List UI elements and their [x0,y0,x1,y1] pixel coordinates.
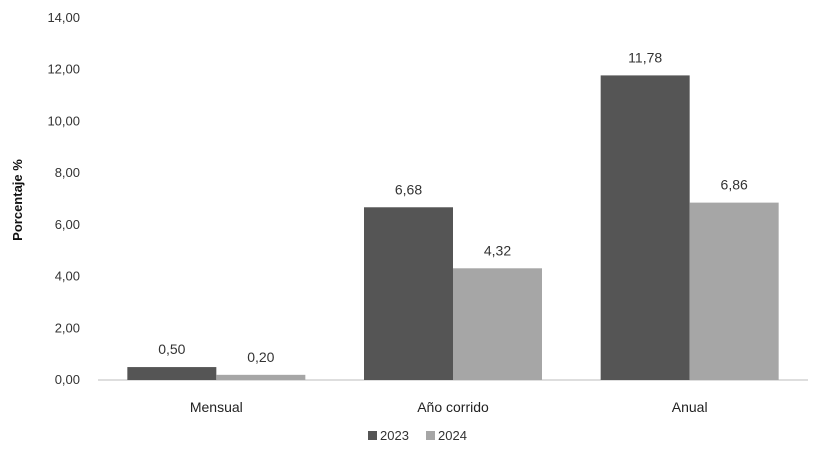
legend-label-2023: 2023 [380,428,409,443]
y-tick-label: 8,00 [55,165,80,180]
y-axis-title: Porcentaje % [10,159,25,241]
y-axis-ticks: 0,00 2,00 4,00 6,00 8,00 10,00 12,00 14,00 [47,10,80,387]
bar-2023-2 [600,75,690,380]
bar-2023-1 [364,207,453,380]
legend-swatch-2024 [426,431,435,440]
bars [127,75,779,380]
y-tick-label: 14,00 [47,10,80,25]
y-tick-label: 6,00 [55,217,80,232]
data-label-2023-1: 6,68 [395,181,422,197]
y-tick-label: 12,00 [47,62,80,77]
data-label-2024-0: 0,20 [247,349,274,365]
y-tick-label: 10,00 [47,113,80,128]
data-label-2024-2: 6,86 [721,177,748,193]
data-label-2023-2: 11,78 [628,49,662,65]
legend-swatch-2023 [368,431,377,440]
legend: 2023 2024 [368,428,467,443]
y-tick-label: 4,00 [55,269,80,284]
data-label-2024-1: 4,32 [484,242,511,258]
category-label: Anual [672,399,708,415]
bar-2023-0 [127,367,217,380]
category-label: Mensual [190,399,243,415]
bar-2024-2 [689,202,779,380]
y-tick-label: 2,00 [55,320,80,335]
bar-2024-0 [216,374,306,380]
y-tick-label: 0,00 [55,372,80,387]
data-labels: 0,50 0,20 6,68 4,32 11,78 6,86 [158,49,748,364]
category-labels: Mensual Año corrido Anual [190,399,708,415]
category-label: Año corrido [417,399,489,415]
data-label-2023-0: 0,50 [158,341,185,357]
legend-label-2024: 2024 [438,428,467,443]
bar-2024-1 [453,268,542,380]
